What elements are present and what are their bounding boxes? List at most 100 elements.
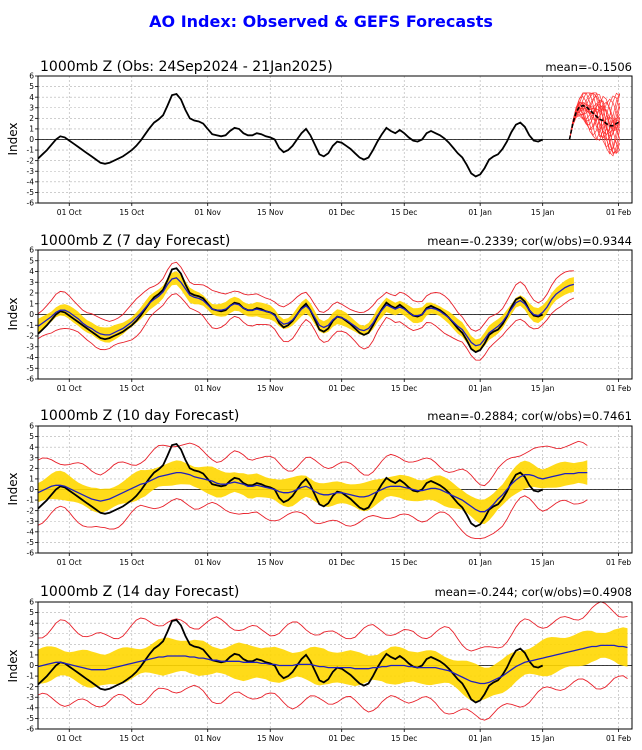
x-tick-label: 01 Jan xyxy=(468,558,492,567)
y-tick-label: -6 xyxy=(27,549,35,558)
panel-stats-label: mean=-0.244; cor(w/obs)=0.4908 xyxy=(435,585,632,599)
y-tick-label: 5 xyxy=(29,256,34,265)
y-tick-label: 3 xyxy=(29,629,34,638)
y-axis-label: Index xyxy=(6,122,20,155)
y-tick-label: 4 xyxy=(29,93,34,102)
panel-observed: 1000mb Z (Obs: 24Sep2024 - 21Jan2025) me… xyxy=(6,59,633,217)
panel-title: 1000mb Z (Obs: 24Sep2024 - 21Jan2025) xyxy=(40,59,333,75)
y-tick-label: 1 xyxy=(29,651,34,660)
y-tick-label: -5 xyxy=(27,188,35,197)
x-tick-label: 01 Nov xyxy=(194,384,221,393)
x-tick-label: 01 Dec xyxy=(328,558,354,567)
x-tick-label: 15 Jan xyxy=(531,558,555,567)
y-tick-label: -2 xyxy=(27,682,35,691)
y-tick-label: 6 xyxy=(29,598,34,607)
x-tick-label: 01 Oct xyxy=(57,208,82,217)
x-tick-label: 15 Nov xyxy=(257,734,284,743)
y-tick-label: -3 xyxy=(27,167,35,176)
y-tick-label: 3 xyxy=(29,453,34,462)
x-tick-label: 01 Dec xyxy=(328,734,354,743)
y-tick-label: -4 xyxy=(27,527,35,536)
x-tick-label: 01 Oct xyxy=(57,734,82,743)
y-tick-label: 4 xyxy=(29,619,34,628)
spread-band xyxy=(38,627,628,702)
y-tick-label: -2 xyxy=(27,156,35,165)
y-tick-label: 0 xyxy=(29,135,34,144)
x-tick-label: 15 Jan xyxy=(531,734,555,743)
axes-frame xyxy=(37,601,633,730)
panel-title: 1000mb Z (7 day Forecast) xyxy=(40,233,230,249)
ensemble-member-line xyxy=(569,93,621,140)
y-axis-label: Index xyxy=(6,649,20,682)
lower-bound-line xyxy=(37,675,628,721)
y-tick-label: 0 xyxy=(29,310,34,319)
panel-10day: 1000mb Z (10 day Forecast) mean=-0.2884;… xyxy=(6,408,633,567)
x-tick-label: 15 Oct xyxy=(119,558,144,567)
ensemble-member-line xyxy=(569,92,621,150)
x-tick-label: 01 Feb xyxy=(606,558,631,567)
y-tick-label: 2 xyxy=(29,114,34,123)
y-tick-label: 0 xyxy=(29,661,34,670)
x-tick-label: 01 Feb xyxy=(606,384,631,393)
y-tick-label: 2 xyxy=(29,640,34,649)
y-axis-label: Index xyxy=(6,472,20,505)
y-tick-label: -6 xyxy=(27,375,35,384)
upper-bound-line xyxy=(37,601,628,652)
observed-line xyxy=(37,442,544,528)
ensemble-member-line xyxy=(569,101,620,140)
axes-frame xyxy=(37,75,633,204)
panel-title: 1000mb Z (10 day Forecast) xyxy=(40,408,239,424)
y-tick-label: 6 xyxy=(29,72,34,81)
x-tick-label: 01 Jan xyxy=(468,208,492,217)
panel-14day: 1000mb Z (14 day Forecast) mean=-0.244; … xyxy=(6,584,633,743)
y-tick-label: -5 xyxy=(27,538,35,547)
y-tick-label: -5 xyxy=(27,364,35,373)
y-tick-label: -1 xyxy=(27,146,35,155)
x-tick-label: 01 Nov xyxy=(194,734,221,743)
plot-area: -6 -5 -4-3 -2-1 01 2 34 56 01 Oct 15 Oct 01 Nov 15 … xyxy=(27,72,633,217)
y-tick-label: 3 xyxy=(29,278,34,287)
plot-area: -6 -5 -4-3 -2-1 01 2 34 56 01 Oct 15 Oct 01 Nov 15 … xyxy=(27,422,633,567)
panel-mean-label: mean=-0.1506 xyxy=(545,60,632,74)
panel-7day: 1000mb Z (7 day Forecast) mean=-0.2339; … xyxy=(6,233,633,393)
y-tick-label: -1 xyxy=(27,672,35,681)
x-tick-label: 01 Dec xyxy=(328,384,354,393)
y-tick-label: 1 xyxy=(29,475,34,484)
lower-bound-line xyxy=(37,293,575,361)
ensemble-mean-line xyxy=(37,644,628,685)
y-tick-label: 1 xyxy=(29,299,34,308)
ensemble-mean-line xyxy=(37,277,575,347)
x-tick-label: 01 Dec xyxy=(328,208,354,217)
y-tick-label: 5 xyxy=(29,82,34,91)
panel-stats-label: mean=-0.2884; cor(w/obs)=0.7461 xyxy=(427,409,632,423)
x-tick-label: 01 Feb xyxy=(606,208,631,217)
y-tick-label: 5 xyxy=(29,432,34,441)
y-tick-label: -2 xyxy=(27,332,35,341)
axes-frame xyxy=(37,425,633,554)
y-tick-label: -3 xyxy=(27,693,35,702)
y-tick-label: -6 xyxy=(27,199,35,208)
y-tick-label: -5 xyxy=(27,714,35,723)
x-tick-label: 15 Jan xyxy=(531,384,555,393)
y-tick-label: -1 xyxy=(27,321,35,330)
y-tick-label: -2 xyxy=(27,506,35,515)
lower-bound-line xyxy=(37,495,588,540)
x-tick-label: 15 Oct xyxy=(119,384,144,393)
y-tick-label: 6 xyxy=(29,422,34,431)
y-tick-label: 0 xyxy=(29,485,34,494)
x-tick-label: 15 Nov xyxy=(257,208,284,217)
y-tick-label: -3 xyxy=(27,342,35,351)
observed-line xyxy=(37,619,544,704)
axes-frame xyxy=(37,249,633,380)
x-tick-label: 15 Oct xyxy=(119,734,144,743)
y-axis-label: Index xyxy=(6,297,20,330)
y-tick-label: -4 xyxy=(27,353,35,362)
panel-title: 1000mb Z (14 day Forecast) xyxy=(40,584,239,600)
observed-line xyxy=(37,267,544,354)
plot-area: -6 -5 -4-3 -2-1 01 2 34 56 01 Oct 15 Oct 01 Nov 15 … xyxy=(27,598,633,743)
ensemble-member-line xyxy=(569,93,621,141)
y-tick-label: 3 xyxy=(29,103,34,112)
y-tick-label: 6 xyxy=(29,246,34,255)
x-tick-label: 01 Nov xyxy=(194,208,221,217)
